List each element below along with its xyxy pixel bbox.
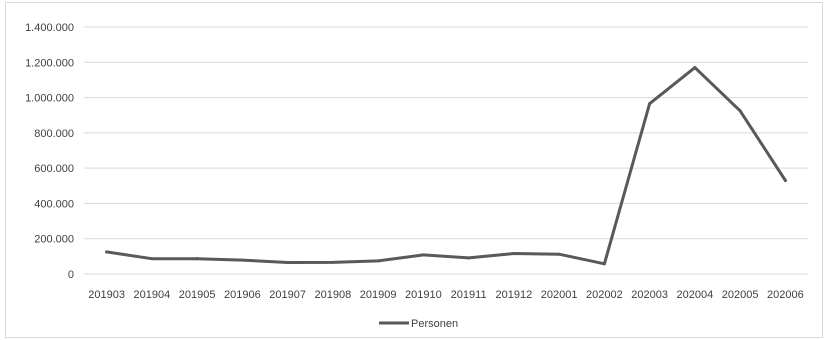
y-tick-label: 800.000	[34, 128, 74, 140]
data-point	[512, 252, 516, 256]
data-point	[467, 256, 471, 260]
data-point	[693, 66, 697, 70]
x-tick-label: 201905	[179, 289, 216, 301]
gridlines	[84, 26, 808, 275]
y-tick-label: 1.000.000	[25, 93, 74, 105]
series-line-personen	[105, 66, 787, 266]
y-tick-label: 1.200.000	[25, 57, 74, 69]
data-point	[738, 109, 742, 113]
x-tick-label: 202005	[722, 289, 759, 301]
data-point	[150, 257, 154, 261]
data-point	[376, 259, 380, 263]
x-tick-label: 201912	[496, 289, 533, 301]
y-tick-label: 200.000	[34, 234, 74, 246]
x-tick-label: 202002	[586, 289, 623, 301]
chart-frame	[5, 2, 823, 338]
x-tick-label: 202006	[767, 289, 804, 301]
data-point	[240, 258, 244, 262]
data-point	[557, 252, 561, 256]
x-axis-ticks: 201903 201904 201905 201906 201907 201908 2019…	[88, 289, 803, 301]
x-tick-label: 201906	[224, 289, 261, 301]
legend-label-personen: Personen	[411, 318, 458, 330]
x-tick-label: 201909	[360, 289, 397, 301]
data-point	[783, 178, 787, 182]
x-tick-label: 201904	[134, 289, 171, 301]
x-tick-label: 202001	[541, 289, 578, 301]
data-point	[421, 253, 425, 257]
legend: Personen	[379, 318, 458, 330]
y-tick-label: 600.000	[34, 163, 74, 175]
y-tick-label: 400.000	[34, 198, 74, 210]
y-axis-ticks: 0 200.000 400.000 600.000 800.000 1.000.000 1.…	[25, 22, 74, 281]
data-point	[286, 261, 290, 265]
y-tick-label: 1.400.000	[25, 22, 74, 34]
x-tick-label: 201910	[405, 289, 442, 301]
x-tick-label: 202004	[677, 289, 714, 301]
x-tick-label: 201903	[88, 289, 125, 301]
data-point	[195, 257, 199, 261]
data-point	[331, 260, 335, 264]
series-lines	[105, 66, 787, 266]
x-tick-label: 201911	[451, 289, 487, 301]
y-tick-label: 0	[68, 269, 74, 281]
x-tick-label: 201907	[269, 289, 306, 301]
data-point	[602, 262, 606, 266]
data-point	[105, 250, 109, 254]
data-point	[648, 102, 652, 106]
x-tick-label: 202003	[631, 289, 668, 301]
x-tick-label: 201908	[315, 289, 352, 301]
